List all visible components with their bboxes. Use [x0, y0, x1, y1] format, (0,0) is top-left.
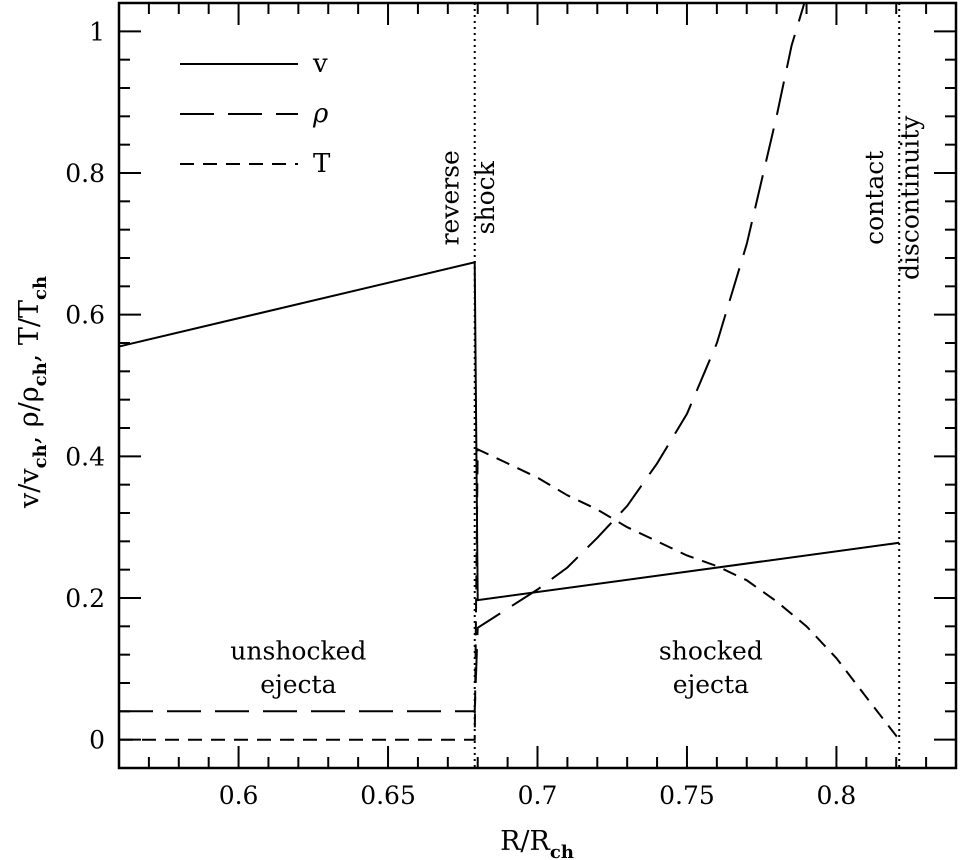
x-tick-label: 0.6	[219, 781, 259, 810]
series-line-3	[119, 447, 900, 741]
annotation-shocked: shocked	[659, 637, 763, 666]
legend-label-1: v	[312, 49, 328, 79]
series-line-1	[119, 261, 900, 602]
annotation-discontinuity: discontinuity	[896, 115, 925, 280]
annotation-shock: shock	[471, 160, 500, 234]
annotation-contact: contact	[860, 151, 889, 245]
y-axis-label: v/vch, ρ/ρch, T/Tch​	[14, 276, 51, 509]
annotation-unshocked-ejecta: ejecta	[260, 670, 336, 699]
annotation-reverse: reverse	[435, 150, 464, 245]
x-axis-label: R/Rch	[500, 826, 574, 860]
legend-label-2: ρ	[312, 99, 329, 129]
plot-frame	[117, 1, 958, 770]
x-tick-label: 0.7	[518, 781, 558, 810]
x-tick-label: 0.65	[360, 781, 416, 810]
legend-label-3: T	[313, 149, 331, 179]
y-tick-label: 0.2	[65, 584, 105, 613]
y-tick-label: 0.4	[65, 442, 105, 471]
y-tick-label: 1	[89, 17, 105, 46]
y-tick-label: 0.6	[65, 301, 105, 330]
annotation-unshocked: unshocked	[230, 637, 366, 666]
series-line-2	[119, 3, 806, 713]
y-tick-label: 0	[89, 726, 105, 755]
y-tick-label: 0.8	[65, 159, 105, 188]
x-tick-label: 0.8	[817, 781, 857, 810]
annotation-shocked-ejecta: ejecta	[673, 670, 749, 699]
x-tick-label: 0.75	[659, 781, 715, 810]
